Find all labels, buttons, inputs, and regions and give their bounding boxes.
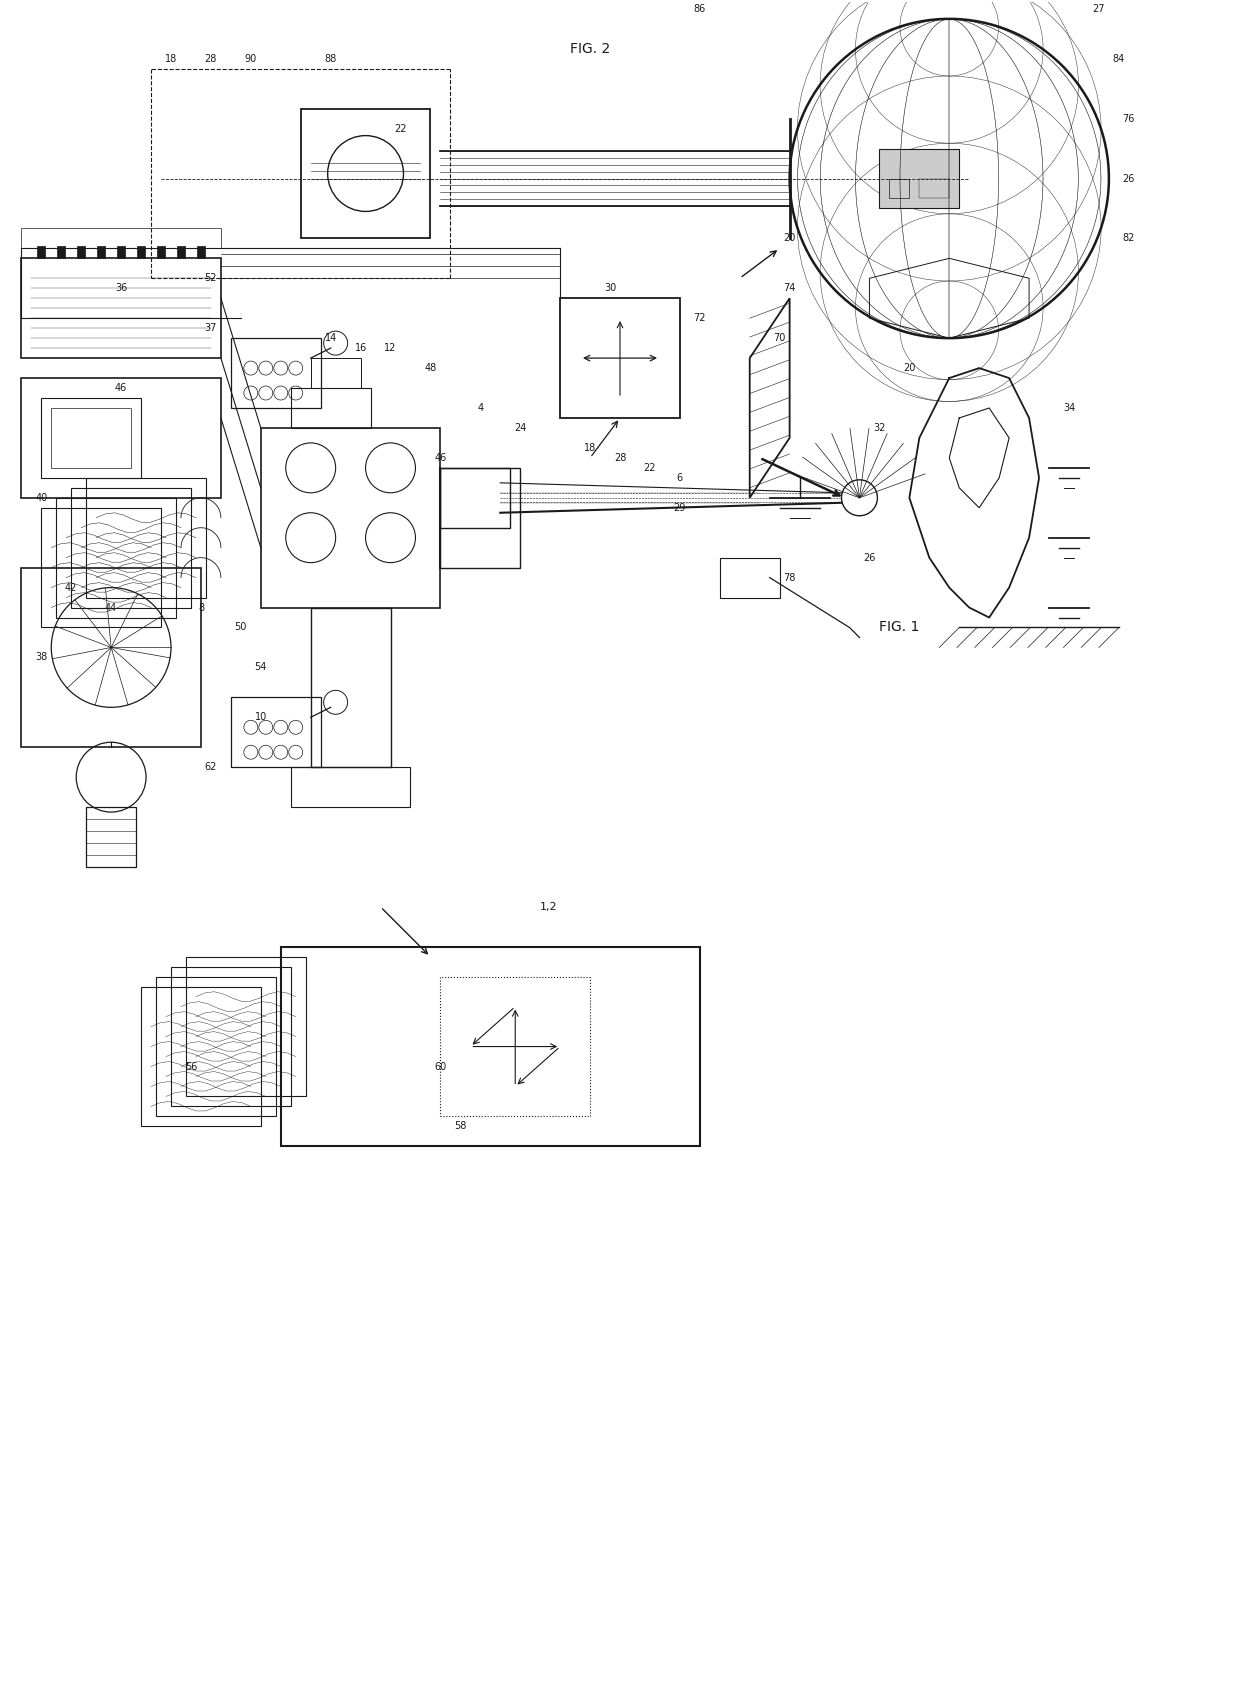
Bar bbox=[311, 608, 391, 767]
Text: 44: 44 bbox=[105, 602, 118, 613]
Text: 40: 40 bbox=[35, 492, 47, 502]
Bar bbox=[301, 109, 430, 238]
Text: 28: 28 bbox=[205, 54, 217, 64]
Text: 82: 82 bbox=[1122, 234, 1135, 243]
Text: 34: 34 bbox=[1063, 402, 1075, 412]
Bar bbox=[21, 258, 221, 358]
Text: 22: 22 bbox=[394, 124, 407, 134]
Bar bbox=[290, 389, 371, 428]
Text: 12: 12 bbox=[384, 343, 397, 353]
Text: 62: 62 bbox=[205, 762, 217, 772]
Text: 38: 38 bbox=[35, 652, 47, 662]
Bar bbox=[87, 479, 206, 597]
Text: 6: 6 bbox=[677, 473, 683, 484]
Text: 20: 20 bbox=[903, 363, 915, 373]
Text: 54: 54 bbox=[254, 662, 267, 672]
Bar bbox=[156, 977, 275, 1117]
Text: 20: 20 bbox=[784, 234, 796, 243]
Text: 26: 26 bbox=[1122, 173, 1135, 183]
Bar bbox=[177, 246, 185, 258]
Text: 10: 10 bbox=[254, 713, 267, 723]
Bar bbox=[186, 957, 306, 1096]
Bar bbox=[311, 358, 361, 389]
Text: 26: 26 bbox=[863, 553, 875, 563]
Bar bbox=[157, 246, 165, 258]
Text: 16: 16 bbox=[355, 343, 367, 353]
Text: 58: 58 bbox=[454, 1122, 466, 1132]
Bar bbox=[231, 697, 321, 767]
Text: 84: 84 bbox=[1112, 54, 1125, 64]
Text: 88: 88 bbox=[325, 54, 337, 64]
Text: 18: 18 bbox=[584, 443, 596, 453]
Text: 29: 29 bbox=[673, 502, 686, 512]
Bar bbox=[41, 507, 161, 628]
Bar bbox=[51, 407, 131, 468]
Text: 42: 42 bbox=[64, 582, 77, 592]
Text: 90: 90 bbox=[244, 54, 257, 64]
Text: 32: 32 bbox=[873, 423, 885, 433]
Bar bbox=[719, 558, 780, 597]
Text: 78: 78 bbox=[784, 572, 796, 582]
Text: 56: 56 bbox=[185, 1062, 197, 1071]
Bar bbox=[440, 468, 521, 567]
Text: 46: 46 bbox=[434, 453, 446, 463]
Text: 37: 37 bbox=[205, 322, 217, 333]
Bar bbox=[231, 338, 321, 407]
Bar bbox=[77, 246, 86, 258]
Text: 76: 76 bbox=[1122, 114, 1135, 124]
Bar bbox=[280, 947, 699, 1147]
Bar bbox=[919, 178, 950, 199]
Text: 74: 74 bbox=[784, 283, 796, 294]
Text: FIG. 2: FIG. 2 bbox=[570, 42, 610, 56]
Bar bbox=[260, 428, 440, 608]
Bar bbox=[171, 967, 290, 1106]
Bar bbox=[138, 246, 145, 258]
Text: 86: 86 bbox=[693, 3, 706, 14]
Text: 70: 70 bbox=[774, 333, 786, 343]
Text: 46: 46 bbox=[115, 384, 128, 394]
Text: FIG. 1: FIG. 1 bbox=[879, 621, 920, 635]
Text: 28: 28 bbox=[614, 453, 626, 463]
Bar bbox=[290, 767, 410, 808]
Text: 48: 48 bbox=[424, 363, 436, 373]
Bar bbox=[37, 246, 46, 258]
Bar bbox=[197, 246, 205, 258]
Text: 8: 8 bbox=[198, 602, 205, 613]
Bar bbox=[141, 986, 260, 1127]
Bar bbox=[97, 246, 105, 258]
Bar bbox=[41, 399, 141, 479]
Bar bbox=[560, 299, 680, 417]
Bar bbox=[21, 229, 221, 248]
Text: 18: 18 bbox=[165, 54, 177, 64]
Text: 72: 72 bbox=[693, 314, 706, 322]
Bar bbox=[889, 178, 909, 199]
Bar bbox=[21, 378, 221, 497]
Text: 36: 36 bbox=[115, 283, 128, 294]
Text: 22: 22 bbox=[644, 463, 656, 473]
Bar bbox=[87, 808, 136, 867]
Bar bbox=[71, 487, 191, 608]
Bar bbox=[879, 149, 960, 209]
Bar bbox=[117, 246, 125, 258]
Bar bbox=[57, 246, 66, 258]
Text: 52: 52 bbox=[205, 273, 217, 283]
Text: 50: 50 bbox=[234, 623, 247, 633]
Text: 24: 24 bbox=[515, 423, 527, 433]
Text: 1,2: 1,2 bbox=[541, 901, 558, 911]
Text: 27: 27 bbox=[1092, 3, 1105, 14]
Text: 4: 4 bbox=[477, 402, 484, 412]
Text: 14: 14 bbox=[325, 333, 337, 343]
Text: 60: 60 bbox=[434, 1062, 446, 1071]
Bar bbox=[56, 497, 176, 618]
Text: 30: 30 bbox=[604, 283, 616, 294]
Bar bbox=[21, 567, 201, 747]
Bar bbox=[440, 468, 510, 528]
